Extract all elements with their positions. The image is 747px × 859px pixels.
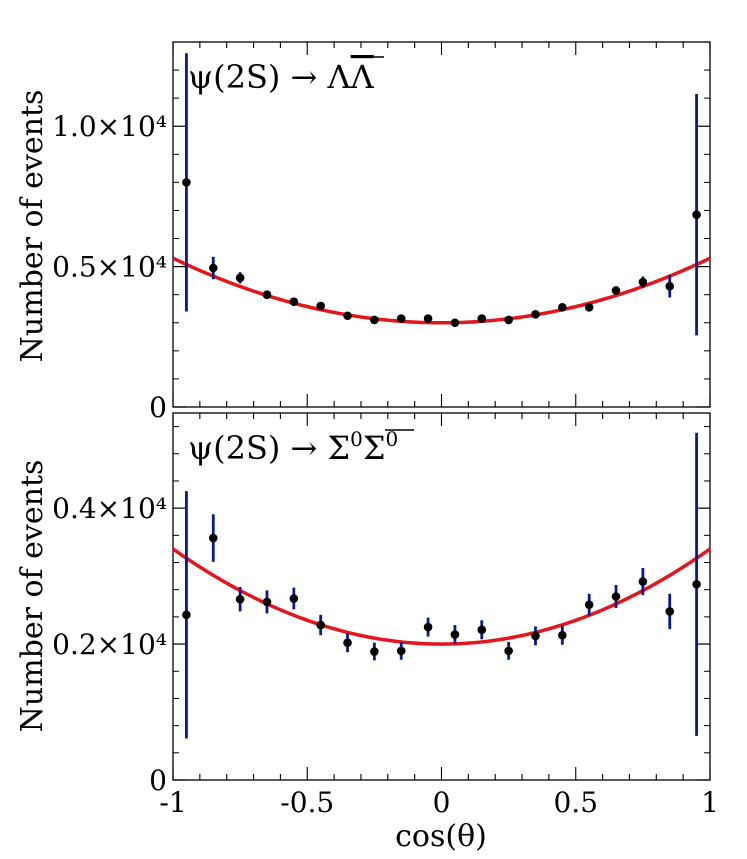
y-tick-label-top: 1.0×10⁴ [52,110,167,143]
panel-title-bottom-bar: Σ [363,429,386,467]
data-point-bottom [423,622,433,632]
data-point-top [289,297,299,307]
y-tick-label-top: 0 [149,391,167,424]
data-point-top [611,286,621,295]
panel-title-bottom-sup: 0 [350,427,363,451]
data-point-top [638,277,648,287]
y-tick-label-top: 0.5×10⁴ [52,251,167,284]
data-point-top [262,290,272,299]
fit-curve-top [172,256,711,325]
data-point-bottom [558,630,567,640]
data-point-top [450,318,460,328]
data-point-bottom [370,647,379,656]
data-point-bottom [208,533,218,543]
y-axis-label-top: Number of events [15,90,50,363]
panel-title-top-bar: Λ [350,58,375,96]
fit-curve-path-bottom [171,547,712,646]
panel-title-top-main: ψ(2S) → Λ [188,58,352,96]
plot-frame-top [172,41,711,408]
data-point-bottom [692,579,701,589]
data-point-bottom [584,600,594,609]
data-point-top [558,303,567,312]
data-point-top [692,210,701,219]
data-point-top [235,273,245,283]
axis-ticks-bottom: 0 0.2×10⁴ 0.4×10⁴ -1 -0.5 0 0.5 1 [52,413,719,819]
data-point-top [316,301,325,311]
data-point-bottom [611,592,621,601]
y-axis-label-bottom: Number of events [15,460,50,733]
panel-title-bottom-main: ψ(2S) → Σ [188,429,350,467]
panel-title-bottom: ψ(2S) → Σ0Σ0 [188,427,398,467]
fit-curve-bottom [171,547,712,646]
data-point-top [182,178,191,187]
x-tick-label: 1 [701,786,719,819]
data-point-bottom [343,638,352,648]
data-point-top [504,315,513,325]
y-tick-label-bottom: 0 [149,764,167,797]
data-point-bottom [638,577,648,586]
data-points-bottom [182,432,701,739]
data-point-bottom [289,594,299,603]
x-tick-label: -1 [159,786,186,819]
panel-top: 0 0.5×10⁴ 1.0×10⁴ ψ(2S) → ΛΛ Number of eve… [15,41,711,424]
data-point-bottom [504,646,513,656]
panel-title-top: ψ(2S) → ΛΛ [188,58,375,96]
x-tick-label: 0.5 [553,786,598,819]
fit-curve-path-top [172,256,711,325]
y-tick-label-bottom: 0.2×10⁴ [52,628,167,661]
data-point-top [370,315,379,325]
data-point-top [584,303,594,312]
x-axis-label: cos(θ) [395,819,487,854]
panel-title-bottom-bar-sup: 0 [385,427,398,451]
data-point-bottom [665,607,675,616]
data-point-top [423,314,433,323]
data-point-top [531,310,540,319]
data-point-bottom [477,625,487,635]
data-point-bottom [396,646,406,656]
data-point-bottom [316,620,325,630]
data-point-top [208,263,218,273]
axis-ticks-top: 0 0.5×10⁴ 1.0×10⁴ [52,41,711,424]
data-point-top [665,281,675,291]
data-point-bottom [182,610,191,620]
data-point-bottom [450,630,460,639]
data-point-bottom [531,631,540,641]
y-tick-label-bottom: 0.4×10⁴ [52,492,167,525]
x-tick-label: -0.5 [280,786,334,819]
data-points-top [182,53,701,336]
data-point-top [343,311,352,321]
data-point-bottom [235,594,245,604]
data-point-top [477,314,487,323]
data-point-top [396,314,406,323]
x-tick-label: 0 [433,786,451,819]
data-point-bottom [262,597,272,607]
